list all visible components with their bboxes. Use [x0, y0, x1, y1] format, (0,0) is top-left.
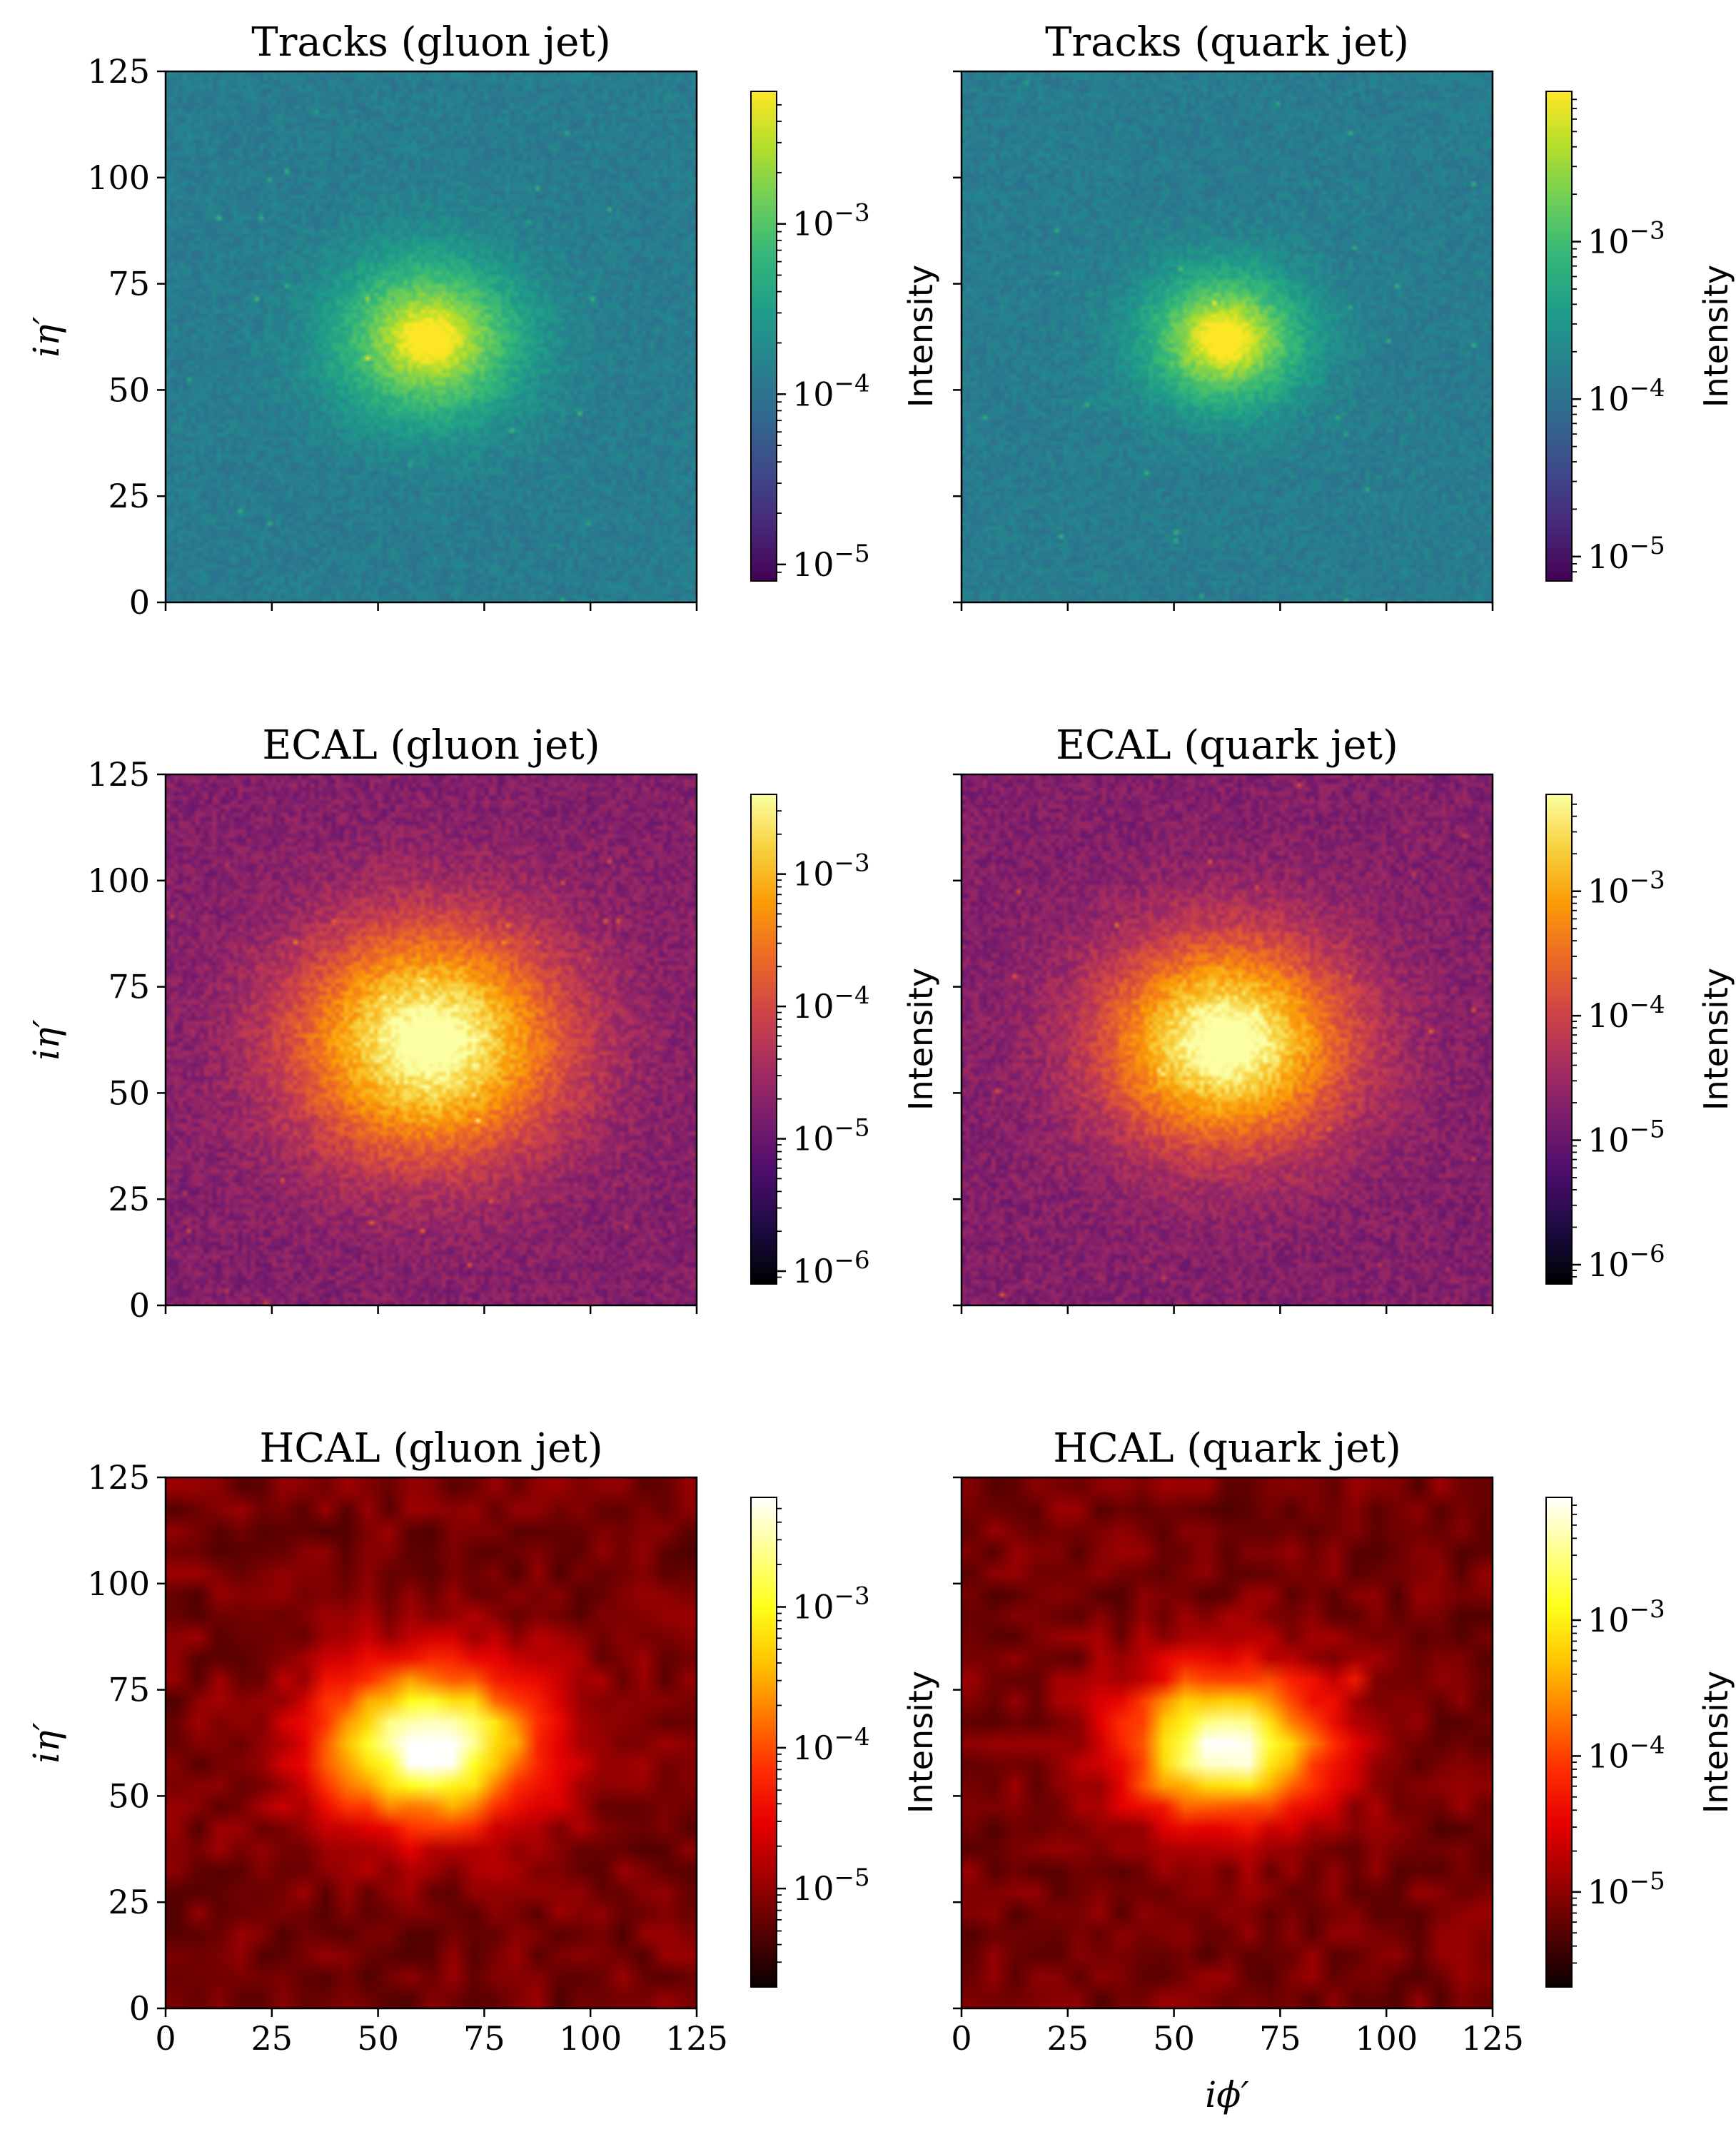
y-tick-label: 125 — [87, 52, 150, 91]
panel-6: 0 25 50 75 100 125 HCAL (quark jet) iϕ′ 10−5 10−4… — [951, 1425, 1735, 2115]
colorbar-label: Intensity — [1697, 968, 1735, 1111]
colorbar-tick-label: 10−3 — [792, 849, 870, 894]
colorbar-label: Intensity — [902, 265, 940, 408]
y-tick-label: 25 — [108, 1883, 150, 1921]
colorbar-tick-label: 10−3 — [792, 1582, 870, 1627]
colorbar-label: Intensity — [902, 968, 940, 1111]
colorbar — [750, 1497, 777, 1988]
y-tick-label: 0 — [129, 1989, 150, 2028]
colorbar-tick-label: 10−3 — [1588, 1595, 1665, 1639]
colorbar-tick-label: 10−4 — [1588, 374, 1665, 418]
colorbar-tick-label: 10−6 — [1588, 1240, 1665, 1284]
colorbar-tick-label: 10−3 — [1588, 866, 1665, 911]
colorbar-tick-label: 10−6 — [792, 1246, 870, 1290]
axes-frame — [164, 70, 698, 604]
y-tick-label: 0 — [129, 583, 150, 622]
y-tick-label: 75 — [108, 265, 150, 303]
heatmap-image — [166, 71, 697, 602]
y-tick-label: 25 — [108, 477, 150, 515]
panel-title: Tracks (gluon jet) — [251, 19, 610, 66]
colorbar-tick-label: 10−3 — [1588, 217, 1665, 261]
panel-1: 0 25 50 75 100 125 Tracks (gluon jet) iη′ 10−5 10… — [26, 19, 940, 622]
y-tick-label: 100 — [87, 158, 150, 197]
axes-frame — [960, 1476, 1494, 2010]
y-tick-label: 100 — [87, 1564, 150, 1603]
colorbar — [1545, 1497, 1573, 1988]
colorbar-tick-label: 10−5 — [1588, 1867, 1665, 1911]
colorbar-tick-label: 10−5 — [1588, 1116, 1665, 1160]
colorbar-tick-label: 10−5 — [792, 1863, 870, 1908]
y-tick-label: 125 — [87, 755, 150, 794]
colorbar-tick-label: 10−5 — [792, 540, 870, 584]
colorbar — [1545, 794, 1573, 1285]
x-axis-label: iϕ′ — [1205, 2074, 1249, 2115]
y-tick-label: 50 — [108, 1073, 150, 1112]
x-tick-label: 0 — [951, 2019, 972, 2058]
y-tick-label: 125 — [87, 1458, 150, 1497]
heatmap-image — [166, 774, 697, 1305]
axes-frame — [960, 773, 1494, 1307]
y-tick-label: 0 — [129, 1286, 150, 1325]
colorbar-tick-label: 10−3 — [792, 199, 870, 243]
y-tick-label: 50 — [108, 1776, 150, 1815]
colorbar-tick-label: 10−4 — [1588, 1731, 1665, 1775]
axes-frame — [164, 1476, 698, 2010]
x-tick-label: 125 — [1461, 2019, 1524, 2058]
colorbar — [750, 91, 777, 582]
panel-title: ECAL (gluon jet) — [262, 722, 600, 769]
y-tick-label: 25 — [108, 1180, 150, 1218]
colorbar-tick-label: 10−4 — [792, 981, 870, 1026]
y-tick-label: 100 — [87, 861, 150, 900]
colorbar-tick-label: 10−5 — [792, 1114, 870, 1158]
x-tick-label: 25 — [1047, 2019, 1089, 2058]
y-axis-label: iη′ — [26, 316, 67, 358]
panel-4: ECAL (quark jet) 10−6 10−5 10−4 10−3 Intensit… — [953, 722, 1735, 1314]
y-tick-label: 75 — [108, 968, 150, 1006]
colorbar-tick-label: 10−4 — [1588, 991, 1665, 1035]
x-tick-label: 100 — [1355, 2019, 1418, 2058]
heatmap-image — [962, 774, 1493, 1305]
colorbar — [750, 794, 777, 1285]
axes-frame — [164, 773, 698, 1307]
colorbar-label: Intensity — [902, 1671, 940, 1814]
axes-frame — [960, 70, 1494, 604]
colorbar-tick-label: 10−4 — [792, 1723, 870, 1767]
colorbar — [1545, 91, 1573, 582]
panel-2: Tracks (quark jet) 10−5 10−4 10−3 Intensity — [953, 19, 1735, 611]
heatmap-image — [962, 1477, 1493, 2008]
x-tick-label: 50 — [357, 2019, 399, 2058]
panel-title: ECAL (quark jet) — [1056, 722, 1398, 769]
x-tick-label: 125 — [665, 2019, 728, 2058]
y-axis-label: iη′ — [26, 1019, 67, 1061]
y-tick-label: 50 — [108, 370, 150, 409]
y-tick-label: 75 — [108, 1671, 150, 1709]
y-axis-label: iη′ — [26, 1722, 67, 1764]
colorbar-label: Intensity — [1697, 265, 1735, 408]
colorbar-tick-label: 10−4 — [792, 369, 870, 413]
panel-title: Tracks (quark jet) — [1045, 19, 1409, 66]
x-tick-label: 0 — [155, 2019, 176, 2058]
panel-title: HCAL (quark jet) — [1053, 1425, 1401, 1472]
heatmap-image — [962, 71, 1493, 602]
x-tick-label: 50 — [1153, 2019, 1195, 2058]
x-tick-label: 25 — [251, 2019, 293, 2058]
panel-5: 0 25 50 75 100 125 0 25 50 75 100 125 HCAL (gluon je… — [26, 1425, 940, 2058]
x-tick-label: 75 — [463, 2019, 505, 2058]
heatmap-image — [166, 1477, 697, 2008]
panel-title: HCAL (gluon jet) — [259, 1425, 602, 1472]
panel-3: 0 25 50 75 100 125 ECAL (gluon jet) iη′ 10−6 10−5… — [26, 722, 940, 1325]
colorbar-tick-label: 10−5 — [1588, 532, 1665, 576]
colorbar-label: Intensity — [1697, 1671, 1735, 1814]
x-tick-label: 100 — [559, 2019, 622, 2058]
x-tick-label: 75 — [1259, 2019, 1301, 2058]
